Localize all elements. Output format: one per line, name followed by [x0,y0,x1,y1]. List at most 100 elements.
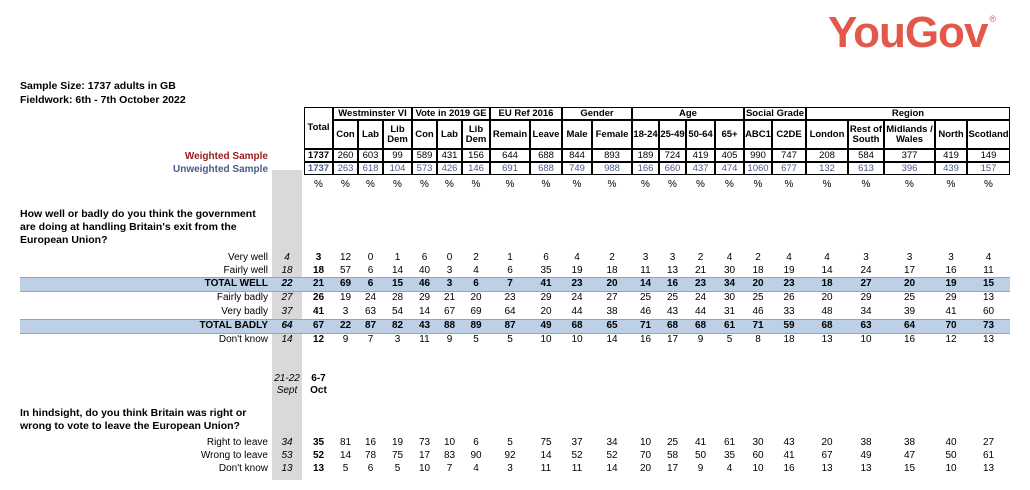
unweighted-cell: 166 [632,162,659,175]
weighted-cell: 419 [686,149,715,162]
table-cell: 38 [606,306,618,317]
table-cell: 3 [394,334,401,345]
previous-value: 14 [281,334,293,345]
percent-sign: % [861,179,871,190]
sample-size: Sample Size: 1737 adults in GB [20,80,176,92]
table-cell: 6 [367,265,374,276]
table-cell: 1 [394,252,401,263]
row-label: TOTAL WELL [204,278,268,289]
weighted-cell: 893 [592,149,632,162]
table-cell: 10 [639,437,652,448]
table-cell: 10 [540,334,552,345]
table-cell: 23 [504,292,516,303]
table-cell: 5 [473,334,479,345]
row-label: Don't know [218,463,268,474]
table-cell: 6 [367,463,374,474]
table-cell: 13 [821,463,833,474]
table-cell: 9 [697,463,704,474]
unweighted-cell: 573 [412,162,437,175]
column-header: Midlands / Wales [884,120,935,149]
table-cell: 14 [639,278,652,289]
table-cell: 29 [418,292,431,303]
row-label: Wrong to leave [200,450,268,461]
table-cell: 5 [507,437,513,448]
table-cell: 63 [860,320,872,331]
unweighted-cell: 613 [848,162,884,175]
row-label: Very badly [221,306,268,317]
table-cell: 10 [571,334,583,345]
row-label: Fairly badly [216,292,268,303]
table-cell: 89 [470,320,482,331]
table-cell: 69 [339,278,352,289]
table-cell: 17 [903,265,916,276]
table-cell: 16 [903,334,916,345]
weighted-cell: 844 [562,149,592,162]
table-cell: 20 [606,278,618,289]
unweighted-cell: 396 [884,162,935,175]
table-cell: 15 [903,463,916,474]
table-cell: 34 [723,278,736,289]
weighted-cell: 405 [715,149,744,162]
table-cell: 24 [860,265,872,276]
unweighted-cell: 688 [530,162,562,175]
table-cell: 57 [339,265,352,276]
column-header: Lab [437,120,462,149]
table-cell: 71 [752,320,764,331]
table-cell: 24 [694,292,707,303]
table-cell: 27 [982,437,995,448]
yougov-logo: YouGov ® [828,8,996,57]
table-cell: 4 [985,252,992,263]
table-cell: 78 [364,450,377,461]
column-header: Leave [530,120,562,149]
unweighted-cell: 691 [490,162,530,175]
percent-sign: % [505,179,515,190]
percent-sign: % [541,179,551,190]
table-cell: 26 [312,292,325,303]
table-cell: 4 [726,463,733,474]
table-cell: 24 [571,292,583,303]
unweighted-cell: 146 [462,162,490,175]
table-cell: 46 [639,306,652,317]
unweighted-sample-label: Unweighted Sample [172,164,268,175]
table-cell: 30 [723,292,736,303]
previous-value: 64 [281,320,293,331]
table-cell: 14 [339,450,352,461]
table-cell: 70 [639,450,652,461]
previous-value: 53 [281,450,293,461]
table-cell: 11 [640,265,651,276]
table-cell: 28 [391,292,404,303]
row-label: Right to leave [206,437,268,448]
unweighted-cell: 437 [686,162,715,175]
previous-value: 22 [281,278,293,289]
table-cell: 34 [606,437,618,448]
weighted-cell: 644 [490,149,530,162]
table-cell: 90 [470,450,482,461]
table-cell: 10 [945,463,957,474]
table-cell: 12 [945,334,957,345]
table-cell: 3 [906,252,913,263]
column-header: Male [562,120,592,149]
table-cell: 5 [726,334,733,345]
previous-wave-date: 21-22 Sept [274,373,300,396]
table-cell: 4 [574,252,580,263]
table-cell: 21 [312,278,325,289]
table-cell: 3 [642,252,649,263]
table-cell: 83 [443,450,456,461]
table-cell: 67 [443,306,456,317]
row-label: Very well [227,252,268,263]
percent-sign: % [696,179,705,190]
total-band [20,277,1010,292]
column-header: 50-64 [686,120,715,149]
column-header: ABC1 [744,120,772,149]
column-header: 18-24 [632,120,659,149]
table-cell: 54 [391,306,404,317]
table-cell: 10 [418,463,431,474]
table-cell: 6 [367,278,374,289]
percent-sign: % [471,179,481,190]
table-cell: 17 [666,463,679,474]
table-cell: 64 [903,320,916,331]
table-cell: 70 [945,320,957,331]
table-cell: 4 [726,252,733,263]
column-header: Female [592,120,632,149]
table-cell: 68 [694,320,707,331]
